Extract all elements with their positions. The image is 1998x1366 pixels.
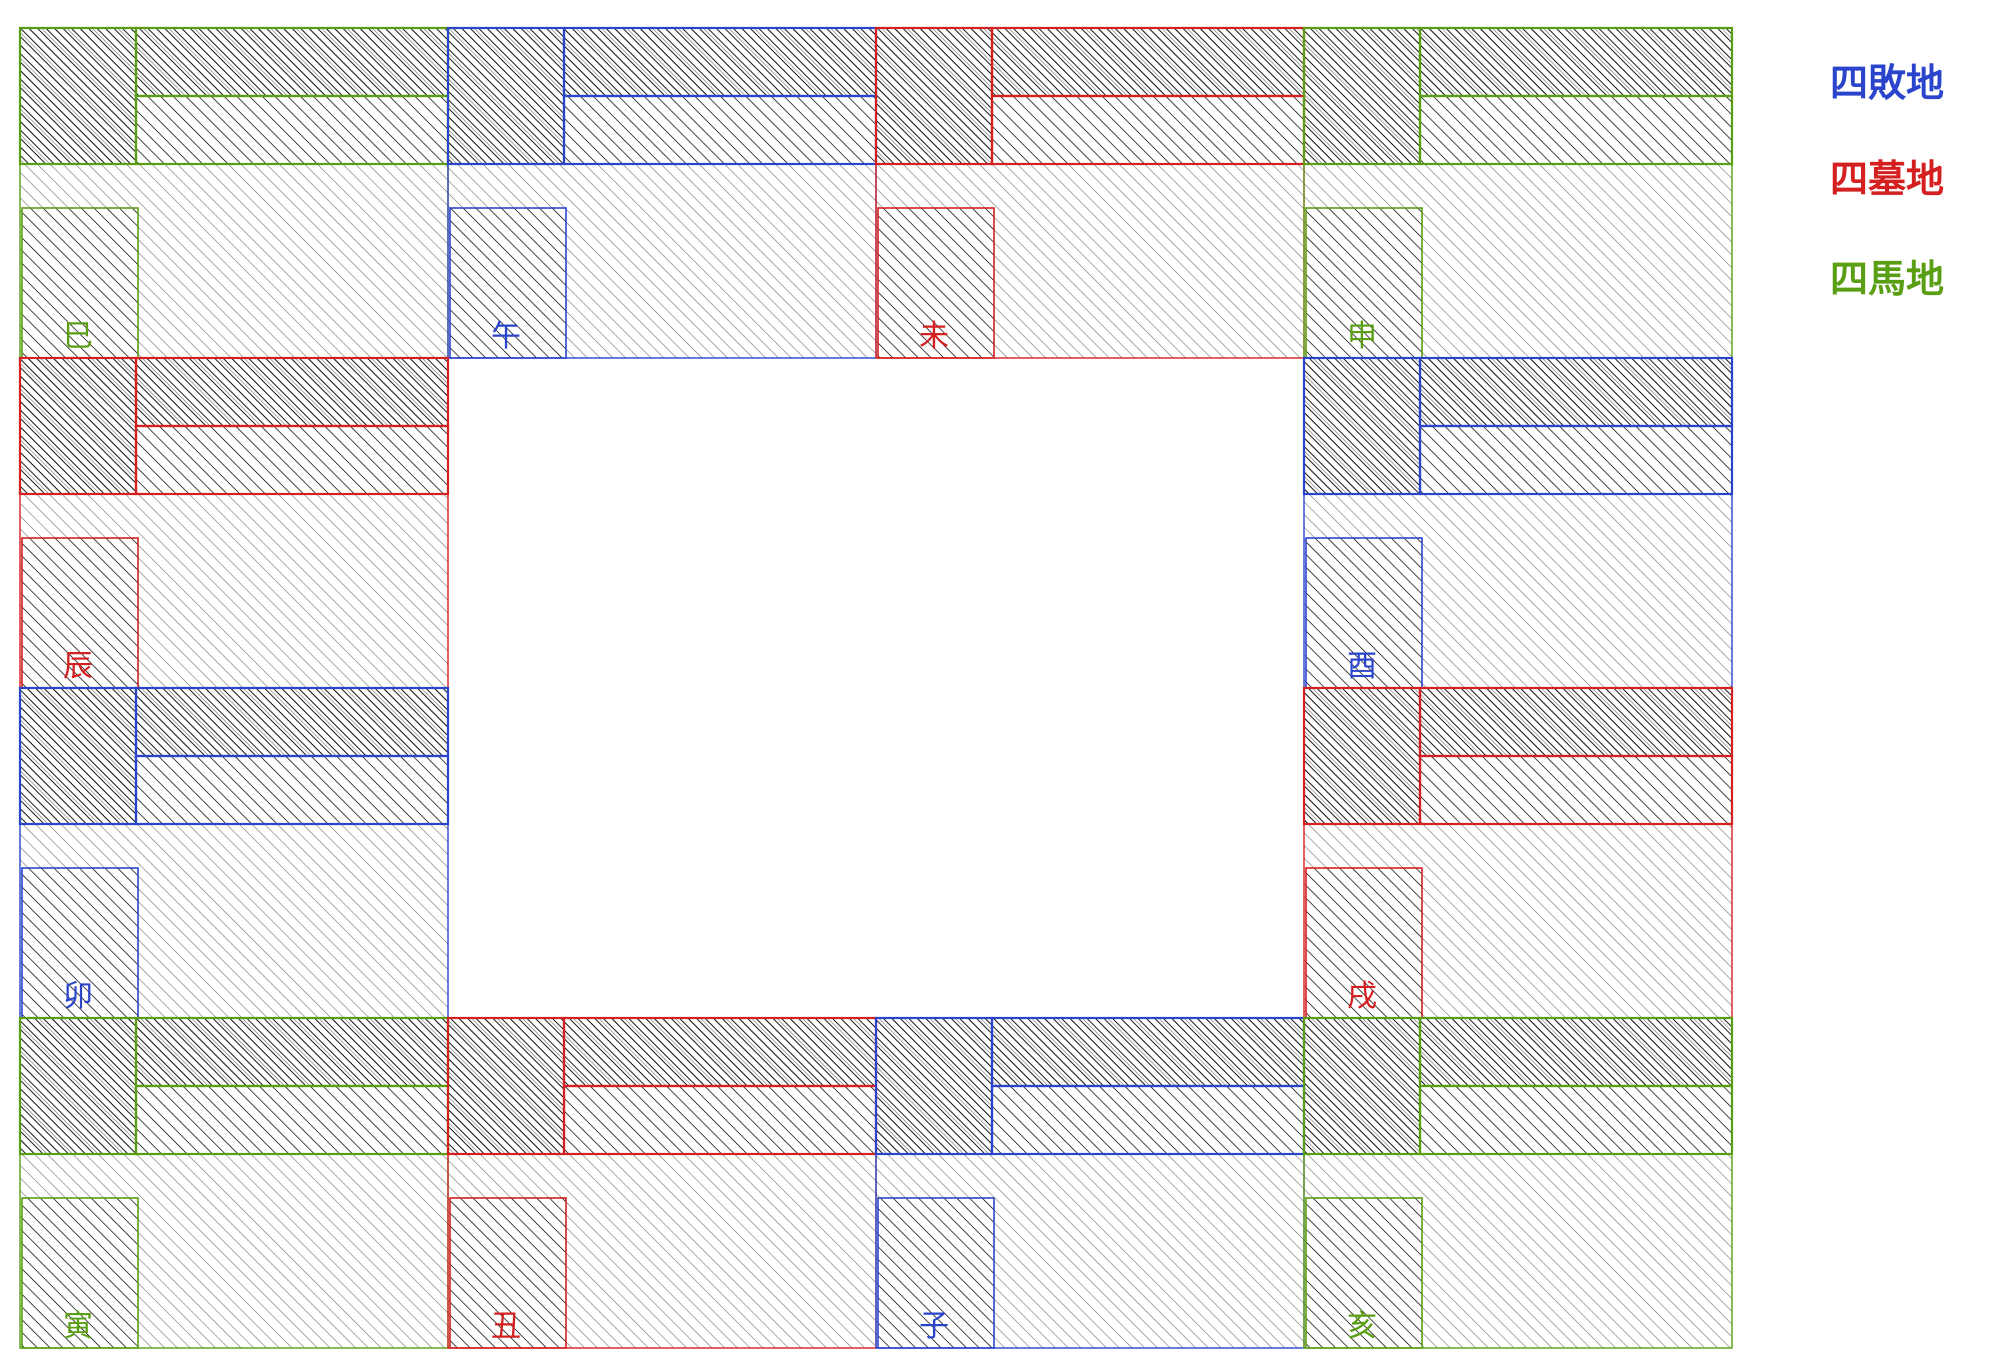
branch-label: 辰 — [63, 649, 93, 684]
cell-second-bar — [134, 424, 450, 496]
cell-label-box — [1305, 207, 1423, 359]
cell-top-bar — [990, 26, 1306, 98]
cell-ma: 亥 — [1302, 1016, 1734, 1349]
cell-top-left-box — [1302, 356, 1422, 496]
cell-second-bar — [134, 754, 450, 826]
cell-label-box — [21, 1197, 139, 1349]
cell-top-bar — [134, 686, 450, 758]
cell-top-left-box — [1302, 26, 1422, 166]
cell-label-box — [1305, 1197, 1423, 1349]
cell-top-bar — [1418, 1016, 1734, 1088]
legend-item-si-ma-di: 四馬地 — [1830, 257, 1945, 301]
cell-label-box — [449, 207, 567, 359]
cell-top-bar — [1418, 26, 1734, 98]
cell-bai: 卯 — [18, 686, 450, 1019]
cell-mu: 丑 — [446, 1016, 878, 1349]
cell-bai: 酉 — [1302, 356, 1734, 689]
cell-label-box — [449, 1197, 567, 1349]
cell-second-bar — [1418, 94, 1734, 166]
cell-top-left-box — [446, 26, 566, 166]
cell-second-bar — [990, 1084, 1306, 1156]
branch-label: 午 — [491, 319, 521, 354]
cells-layer: 巳 午 未 申辰 酉卯 戌寅 丑 子 亥 — [18, 26, 1734, 1349]
cell-second-bar — [562, 1084, 878, 1156]
cell-top-left-box — [18, 26, 138, 166]
cell-top-left-box — [874, 1016, 994, 1156]
cell-second-bar — [134, 94, 450, 166]
cell-label-box — [877, 207, 995, 359]
cell-top-bar — [134, 1016, 450, 1088]
cell-second-bar — [1418, 1084, 1734, 1156]
branch-label: 巳 — [63, 319, 93, 354]
cell-top-bar — [1418, 356, 1734, 428]
cell-second-bar — [134, 1084, 450, 1156]
cell-top-left-box — [18, 686, 138, 826]
branch-label: 酉 — [1347, 649, 1377, 684]
cell-second-bar — [990, 94, 1306, 166]
cell-bai: 午 — [446, 26, 878, 359]
cell-label-box — [877, 1197, 995, 1349]
cell-second-bar — [1418, 754, 1734, 826]
cell-mu: 未 — [874, 26, 1306, 359]
cell-bai: 子 — [874, 1016, 1306, 1349]
cell-top-bar — [134, 356, 450, 428]
cell-mu: 戌 — [1302, 686, 1734, 1019]
cell-ma: 寅 — [18, 1016, 450, 1349]
branch-label: 卯 — [63, 979, 93, 1014]
branch-label: 寅 — [63, 1309, 93, 1344]
cell-top-left-box — [18, 1016, 138, 1156]
cell-label-box — [21, 537, 139, 689]
cell-ma: 巳 — [18, 26, 450, 359]
legend-item-si-bai-di: 四敗地 — [1830, 61, 1945, 105]
cell-label-box — [21, 207, 139, 359]
branch-label: 亥 — [1347, 1309, 1377, 1344]
cell-label-box — [1305, 537, 1423, 689]
cell-top-bar — [562, 26, 878, 98]
cell-top-bar — [562, 1016, 878, 1088]
branch-label: 申 — [1347, 319, 1377, 354]
cell-top-left-box — [874, 26, 994, 166]
cell-top-bar — [134, 26, 450, 98]
cell-mu: 辰 — [18, 356, 450, 689]
branch-label: 戌 — [1347, 979, 1377, 1014]
cell-top-left-box — [18, 356, 138, 496]
cell-ma: 申 — [1302, 26, 1734, 359]
cell-top-left-box — [1302, 686, 1422, 826]
cell-top-bar — [990, 1016, 1306, 1088]
cell-second-bar — [1418, 424, 1734, 496]
cell-top-bar — [1418, 686, 1734, 758]
cell-second-bar — [562, 94, 878, 166]
branch-label: 丑 — [491, 1309, 521, 1344]
cell-top-left-box — [446, 1016, 566, 1156]
legend-item-si-mu-di: 四墓地 — [1830, 157, 1945, 201]
cell-label-box — [21, 867, 139, 1019]
cell-label-box — [1305, 867, 1423, 1019]
cell-top-left-box — [1302, 1016, 1422, 1156]
branch-label: 未 — [919, 319, 949, 354]
branch-label: 子 — [919, 1309, 949, 1344]
